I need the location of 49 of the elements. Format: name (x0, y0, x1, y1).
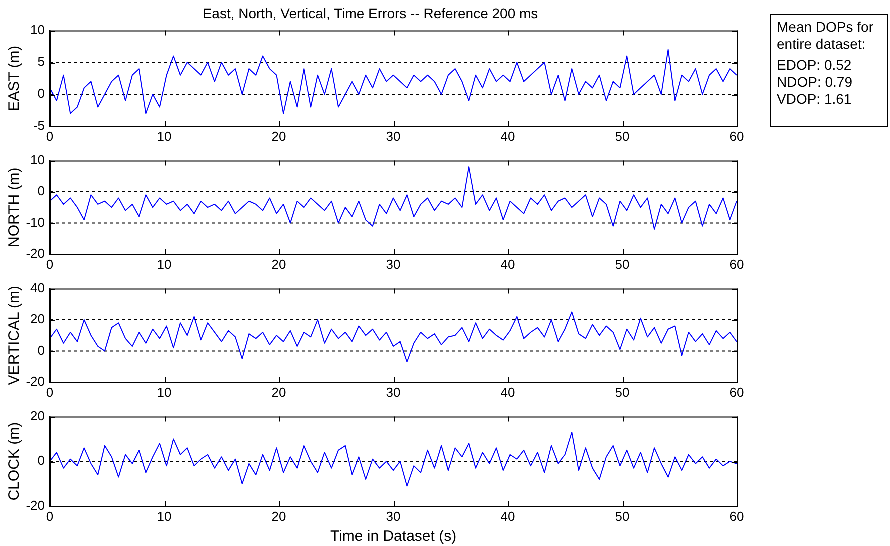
x-tick-label: 30 (386, 256, 401, 272)
x-tick-label: 40 (500, 128, 516, 144)
x-tick-label: 40 (500, 384, 516, 400)
text: NDOP: 0.79 (777, 74, 854, 91)
x-tick-label: 40 (500, 508, 516, 524)
x-tick-label: 50 (615, 508, 630, 524)
y-tick-label: 10 (30, 152, 45, 168)
x-tick-label: 10 (157, 384, 172, 400)
y-tick-label: 10 (30, 22, 45, 38)
y-tick-label: 0 (38, 86, 45, 102)
y-axis-title: CLOCK (m) (6, 422, 24, 501)
text: EDOP: 0.52 (777, 57, 853, 74)
x-tick-label: 20 (272, 508, 286, 524)
x-tick-label: 30 (386, 508, 401, 524)
x-tick-label: 20 (272, 384, 286, 400)
y-tick-label: -20 (26, 374, 45, 389)
x-tick-label: 20 (272, 256, 286, 272)
x-tick-label: 30 (386, 384, 401, 400)
y-tick-label: 0 (38, 184, 45, 199)
x-tick-label: 10 (157, 128, 172, 144)
y-tick-label: 20 (30, 312, 45, 327)
x-tick-label: 60 (730, 384, 744, 400)
x-tick-label: 10 (157, 508, 172, 524)
text: VDOP: 1.61 (777, 91, 853, 108)
y-tick-label: -20 (26, 246, 45, 261)
x-tick-label: 60 (730, 128, 744, 144)
x-tick-label: 20 (272, 128, 286, 144)
x-tick-label: 60 (730, 256, 744, 272)
y-axis-title: VERTICAL (m) (6, 286, 24, 386)
x-tick-label: 50 (615, 256, 630, 272)
y-tick-label: 40 (30, 280, 45, 296)
x-tick-label: 40 (500, 256, 516, 272)
y-axis-title: NORTH (m) (6, 168, 24, 248)
y-tick-label: -10 (26, 214, 45, 230)
y-tick-label: 20 (30, 408, 45, 424)
text: Mean DOPs for entire dataset: (777, 19, 874, 53)
x-tick-label: 30 (386, 128, 401, 144)
y-tick-label: -20 (26, 498, 45, 513)
x-tick-label: 50 (615, 384, 630, 400)
x-tick-label: 10 (157, 256, 172, 272)
x-tick-label: 60 (730, 508, 744, 524)
y-tick-label: 0 (38, 453, 45, 468)
x-tick-label: 50 (615, 128, 630, 144)
chart-title: East, North, Vertical, Time Errors -- Reference 200 ms (202, 5, 538, 22)
y-tick-label: -5 (33, 118, 45, 133)
y-tick-label: 0 (38, 342, 45, 358)
y-tick-label: 5 (38, 54, 45, 70)
x-axis-title: Time in Dataset (s) (330, 528, 457, 546)
y-axis-title: EAST (m) (6, 46, 24, 112)
